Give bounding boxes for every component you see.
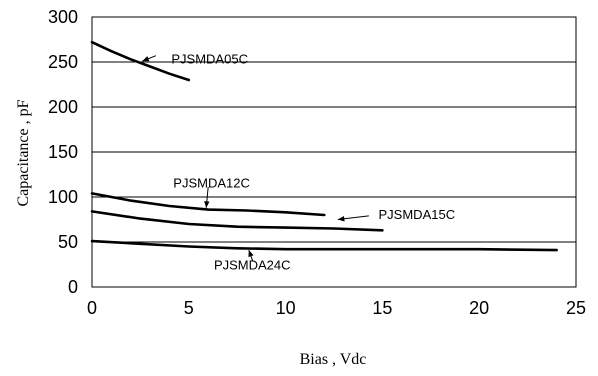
y-tick-250: 250 (48, 52, 78, 72)
y-tick-150: 150 (48, 142, 78, 162)
y-tick-50: 50 (58, 232, 78, 252)
x-tick-5: 5 (184, 298, 194, 318)
y-tick-100: 100 (48, 187, 78, 207)
x-tick-0: 0 (87, 298, 97, 318)
series-line-PJSMDA12C (90, 192, 326, 217)
y-tick-200: 200 (48, 97, 78, 117)
x-tick-10: 10 (276, 298, 296, 318)
series-line-PJSMDA15C (90, 210, 384, 232)
series-label-PJSMDA12C: PJSMDA12C (173, 176, 250, 191)
x-tick-20: 20 (469, 298, 489, 318)
x-tick-labels: 0 5 10 15 20 25 (87, 298, 586, 318)
label-arrowhead-PJSMDA24C (248, 250, 254, 258)
series-label-PJSMDA15C: PJSMDA15C (379, 207, 456, 222)
series-lines (90, 40, 558, 252)
plot-frame (91, 16, 577, 288)
series-line-PJSMDA24C (90, 239, 558, 252)
grid-lines (92, 61, 576, 243)
x-axis-title: Bias , Vdc (300, 351, 367, 368)
y-tick-labels: 0 50 100 150 200 250 300 (48, 7, 78, 297)
label-arrowhead-PJSMDA05C (142, 56, 150, 62)
series-label-PJSMDA05C: PJSMDA05C (171, 51, 248, 66)
series-labels: PJSMDA05C PJSMDA12C PJSMDA15C PJSMDA24C (142, 51, 456, 273)
x-tick-25: 25 (566, 298, 586, 318)
x-tick-15: 15 (372, 298, 392, 318)
y-tick-0: 0 (68, 277, 78, 297)
label-arrowhead-PJSMDA12C (204, 201, 210, 208)
y-tick-300: 300 (48, 7, 78, 27)
series-line-PJSMDA05C (90, 40, 191, 82)
y-axis-title: Capacitance , pF (15, 99, 32, 206)
label-arrowhead-PJSMDA15C (337, 216, 345, 222)
series-label-PJSMDA24C: PJSMDA24C (214, 258, 291, 273)
